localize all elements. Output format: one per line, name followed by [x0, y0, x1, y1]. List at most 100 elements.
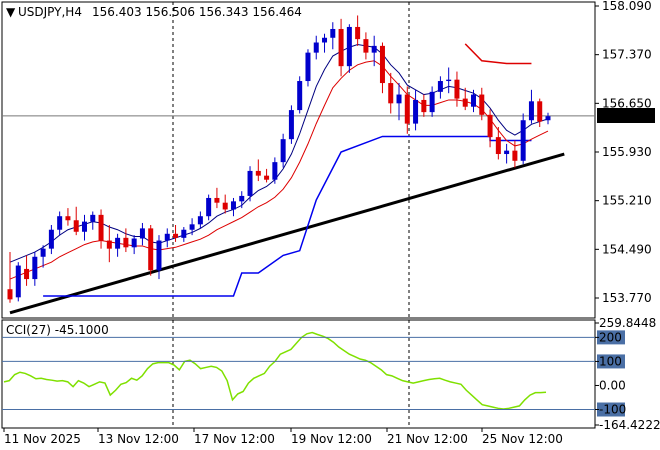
candle [148, 225, 154, 276]
candle [487, 109, 493, 148]
resistance-line [464, 43, 532, 65]
candle [156, 235, 162, 280]
candle [388, 72, 394, 114]
candle-body [330, 28, 336, 38]
candle [537, 98, 543, 127]
candle-body [206, 197, 212, 217]
price-tick-label: 157.370 [602, 48, 652, 62]
cci-tick-label: 259.8448 [599, 316, 656, 330]
candle [264, 168, 270, 183]
candle [189, 218, 195, 236]
price-tick-label: 158.090 [602, 0, 652, 13]
candle [164, 228, 170, 248]
candle [222, 194, 228, 214]
candle [98, 209, 104, 249]
candle [454, 71, 460, 107]
time-tick-label: 19 Nov 12:00 [291, 432, 372, 446]
candle-body [446, 79, 452, 82]
candle [429, 86, 435, 117]
time-tick-label: 21 Nov 12:00 [387, 432, 468, 446]
candle-body [379, 45, 385, 84]
main-price-panel[interactable] [1, 1, 596, 319]
candle [7, 252, 13, 303]
candle [106, 225, 112, 263]
candle [297, 76, 303, 114]
candle-body [197, 216, 203, 225]
candle-body [297, 81, 303, 111]
candle-body [429, 91, 435, 113]
cci-level-tag [597, 330, 625, 345]
candle [404, 86, 410, 134]
support-step-line [43, 135, 532, 297]
candle-body [495, 137, 501, 155]
candle-body [15, 265, 21, 298]
candle-body [123, 237, 129, 248]
time-tick-label: 17 Nov 12:00 [194, 432, 275, 446]
candle [32, 252, 38, 286]
candle-body [322, 37, 328, 43]
candle-body [454, 79, 460, 99]
candle-body [462, 98, 468, 107]
candle [40, 245, 46, 268]
candle-body [479, 94, 485, 115]
candle-body [305, 52, 311, 82]
candle-body [148, 228, 154, 271]
candle [48, 225, 54, 255]
candle [446, 67, 452, 94]
chart-title-icon: ▼ [6, 5, 16, 19]
candle [421, 94, 427, 117]
cci-level-tag [597, 354, 625, 369]
candle [247, 166, 253, 202]
candle-body [106, 240, 112, 249]
candle [181, 227, 187, 242]
current-price-tag: 156.464 [597, 108, 655, 123]
candle-body [247, 170, 253, 196]
candle [363, 32, 369, 60]
candle-body [338, 28, 344, 67]
candle [131, 235, 137, 255]
candle [504, 143, 510, 164]
candle-body [24, 268, 30, 280]
candle [139, 222, 145, 246]
candle-body [214, 197, 220, 203]
candle [545, 112, 551, 125]
candle [24, 255, 30, 286]
candle-body [471, 94, 477, 107]
price-tick-label: 155.210 [602, 194, 652, 208]
candle-body [512, 150, 518, 161]
candle [512, 140, 518, 168]
candle [437, 76, 443, 99]
candle-body [413, 99, 419, 124]
candle-body [528, 101, 534, 121]
candle-body [396, 94, 402, 104]
time-axis: 11 Nov 2025 13 Nov 12:00 17 Nov 12:00 19 No… [3, 428, 563, 446]
candle [239, 191, 245, 209]
candle [173, 225, 179, 242]
candle [396, 83, 402, 121]
candle-body [40, 248, 46, 257]
cci-level-tag [597, 402, 625, 417]
trendline [9, 152, 565, 315]
candle-body [181, 229, 187, 238]
candle-body [32, 256, 38, 280]
candle-body [98, 214, 104, 241]
candlesticks [7, 15, 551, 303]
price-axis: 158.090 157.370 156.650 155.930 155.210 154.4… [595, 0, 652, 305]
candle [280, 133, 286, 168]
candle [206, 194, 212, 221]
candle-body [81, 221, 87, 232]
candle-body [371, 45, 377, 53]
candle [371, 35, 377, 67]
candle-body [346, 26, 352, 67]
candle-body [264, 175, 270, 180]
candle-body [504, 150, 510, 155]
candle-body [156, 240, 162, 271]
candle-body [313, 42, 319, 53]
cci-title: CCI(27) -45.1000 [6, 323, 109, 337]
candle-body [537, 101, 543, 122]
candle-body [288, 110, 294, 140]
candle-body [73, 220, 79, 232]
candle [81, 214, 87, 241]
